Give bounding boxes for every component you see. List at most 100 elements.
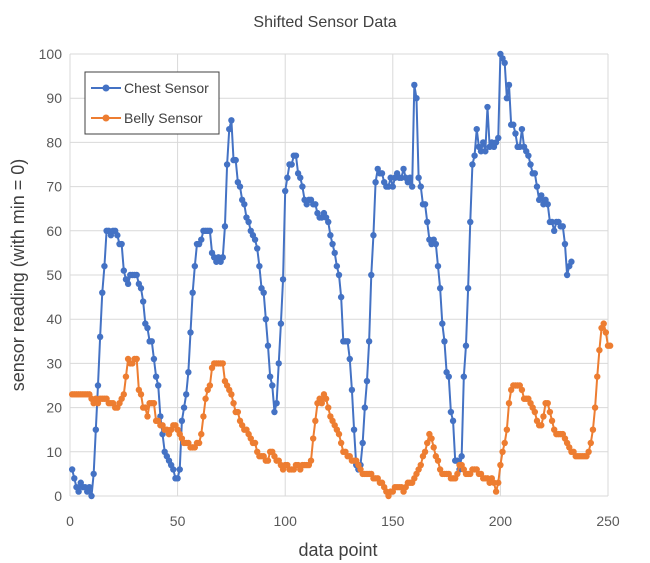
chest-sensor-point (344, 338, 351, 345)
chest-sensor-point (86, 483, 93, 491)
belly-sensor-point (142, 404, 149, 411)
chart-title: Shifted Sensor Data (253, 14, 396, 31)
chest-sensor-point (174, 475, 181, 482)
chest-sensor-point (449, 417, 457, 425)
belly-sensor-point (548, 417, 556, 425)
y-tick-label: 90 (46, 90, 62, 106)
chest-sensor-point (408, 183, 416, 190)
chest-sensor-point (518, 125, 526, 133)
belly-sensor-point (531, 408, 539, 416)
belly-sensor-point (424, 439, 431, 447)
chest-sensor-point (471, 152, 478, 159)
chest-sensor-point (71, 475, 78, 482)
chest-sensor-point (155, 382, 162, 389)
chest-sensor-point (415, 174, 422, 181)
y-tick-label: 80 (46, 134, 62, 150)
chest-sensor-point (176, 466, 183, 473)
chest-sensor-point (329, 240, 336, 248)
belly-sensor-point (602, 329, 610, 336)
chest-sensor-point (559, 223, 567, 230)
chest-sensor-point (484, 103, 491, 111)
chest-sensor-point (264, 342, 272, 349)
chest-sensor-point (411, 81, 418, 89)
x-tick-label: 150 (381, 513, 405, 529)
y-tick-label: 10 (46, 444, 62, 460)
chest-sensor-point (226, 125, 233, 133)
chest-sensor-point (447, 408, 455, 416)
chest-sensor-point (327, 232, 334, 239)
chest-sensor-point (432, 240, 440, 248)
chest-sensor-point (148, 338, 155, 345)
chest-sensor-point (124, 280, 132, 288)
chest-sensor-point (178, 417, 186, 425)
chest-sensor-point (436, 285, 444, 292)
belly-sensor-point (219, 360, 226, 367)
chest-sensor-point (439, 320, 446, 327)
chest-sensor-point (551, 227, 558, 234)
belly-sensor-point (587, 439, 594, 447)
y-axis-title: sensor reading (with min = 0) (8, 159, 28, 392)
belly-sensor-point (251, 439, 259, 447)
chest-sensor-point (187, 329, 194, 336)
chest-sensor-point (88, 492, 95, 500)
chest-sensor-point (232, 156, 239, 164)
chest-sensor-point (101, 262, 108, 270)
y-tick-label: 70 (46, 179, 62, 195)
chest-sensor-point (441, 338, 448, 345)
chest-sensor-point (256, 262, 263, 270)
belly-sensor-point (312, 417, 319, 425)
chest-sensor-point (139, 298, 147, 305)
chest-sensor-point (282, 187, 289, 195)
belly-sensor-point (594, 373, 601, 380)
chest-sensor-point (361, 404, 369, 411)
chest-sensor-point (365, 338, 373, 345)
chest-sensor-point (333, 262, 341, 270)
belly-sensor-point (307, 457, 315, 464)
chest-sensor-point (254, 245, 261, 252)
belly-sensor-point (120, 391, 128, 398)
chest-sensor-point (189, 289, 196, 296)
chest-sensor-point (260, 289, 267, 296)
chest-sensor-point (180, 404, 188, 411)
chest-sensor-point (505, 81, 513, 89)
chest-sensor-point (299, 183, 306, 190)
chest-sensor-point (114, 232, 121, 239)
chest-sensor-point (544, 201, 551, 208)
chest-sensor-point (120, 267, 128, 274)
belly-sensor-point (495, 479, 502, 486)
chest-sensor-point (331, 249, 338, 257)
chest-sensor-point (563, 271, 571, 279)
chest-sensor-point (90, 470, 97, 478)
chest-sensor-point (531, 170, 539, 177)
chest-sensor-point (251, 236, 259, 243)
chest-sensor-point (469, 161, 476, 168)
chest-sensor-point (363, 377, 371, 385)
chest-sensor-point (462, 342, 470, 349)
chest-sensor-point (99, 289, 106, 296)
chest-sensor-point (495, 134, 502, 142)
chest-sensor-point (198, 236, 205, 243)
belly-sensor-point (417, 461, 424, 469)
chest-sensor-point (137, 285, 145, 292)
chest-sensor-point (434, 262, 442, 270)
chest-sensor-point (271, 408, 278, 416)
belly-sensor-point (228, 391, 235, 398)
belly-sensor-point (230, 399, 237, 407)
chest-sensor-point (118, 240, 125, 248)
belly-sensor-point (309, 435, 317, 442)
chest-sensor-point (372, 178, 379, 186)
chest-sensor-point (458, 453, 465, 460)
belly-sensor-point (335, 430, 343, 438)
chest-sensor-point (96, 333, 104, 341)
belly-sensor-point (505, 399, 513, 407)
belly-sensor-point (497, 461, 504, 469)
legend-belly-label: Belly Sensor (124, 110, 203, 126)
chest-sensor-point (266, 373, 274, 380)
chest-sensor-point (68, 466, 76, 473)
chest-sensor-point (413, 95, 420, 102)
series-belly (68, 320, 614, 500)
y-axis-tick-labels: 0 10 20 30 40 50 60 70 80 90 100 (39, 46, 63, 504)
belly-sensor-point (589, 426, 597, 433)
chest-sensor-point (241, 201, 248, 208)
belly-sensor-point (150, 399, 158, 407)
